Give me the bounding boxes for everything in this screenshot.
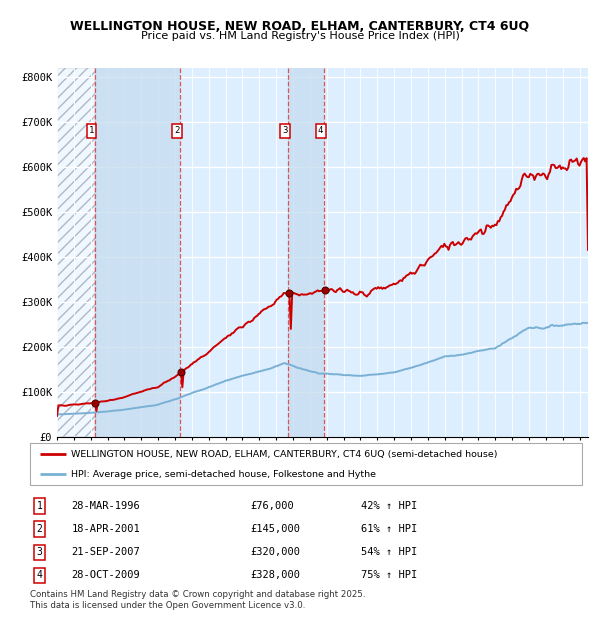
Text: £320,000: £320,000 xyxy=(251,547,301,557)
Text: £76,000: £76,000 xyxy=(251,501,295,511)
Text: 28-OCT-2009: 28-OCT-2009 xyxy=(71,570,140,580)
Bar xyxy=(95,68,180,437)
Text: 61% ↑ HPI: 61% ↑ HPI xyxy=(361,524,418,534)
Text: 3: 3 xyxy=(37,547,43,557)
Text: £145,000: £145,000 xyxy=(251,524,301,534)
Text: 28-MAR-1996: 28-MAR-1996 xyxy=(71,501,140,511)
Text: 21-SEP-2007: 21-SEP-2007 xyxy=(71,547,140,557)
Bar xyxy=(288,68,324,437)
Text: WELLINGTON HOUSE, NEW ROAD, ELHAM, CANTERBURY, CT4 6UQ: WELLINGTON HOUSE, NEW ROAD, ELHAM, CANTE… xyxy=(70,20,530,33)
Text: 3: 3 xyxy=(283,126,288,135)
Text: HPI: Average price, semi-detached house, Folkestone and Hythe: HPI: Average price, semi-detached house,… xyxy=(71,470,376,479)
Text: 2: 2 xyxy=(37,524,43,534)
Bar xyxy=(57,68,95,437)
Text: Price paid vs. HM Land Registry's House Price Index (HPI): Price paid vs. HM Land Registry's House … xyxy=(140,31,460,41)
Text: 54% ↑ HPI: 54% ↑ HPI xyxy=(361,547,418,557)
Bar xyxy=(57,68,95,437)
FancyBboxPatch shape xyxy=(30,443,582,485)
Text: 4: 4 xyxy=(318,126,323,135)
Text: 2: 2 xyxy=(174,126,179,135)
Text: Contains HM Land Registry data © Crown copyright and database right 2025.
This d: Contains HM Land Registry data © Crown c… xyxy=(30,590,365,609)
Text: 75% ↑ HPI: 75% ↑ HPI xyxy=(361,570,418,580)
Text: £328,000: £328,000 xyxy=(251,570,301,580)
Text: 18-APR-2001: 18-APR-2001 xyxy=(71,524,140,534)
Text: 42% ↑ HPI: 42% ↑ HPI xyxy=(361,501,418,511)
Text: 1: 1 xyxy=(89,126,94,135)
Text: 1: 1 xyxy=(37,501,43,511)
Text: 4: 4 xyxy=(37,570,43,580)
Text: WELLINGTON HOUSE, NEW ROAD, ELHAM, CANTERBURY, CT4 6UQ (semi-detached house): WELLINGTON HOUSE, NEW ROAD, ELHAM, CANTE… xyxy=(71,450,498,459)
